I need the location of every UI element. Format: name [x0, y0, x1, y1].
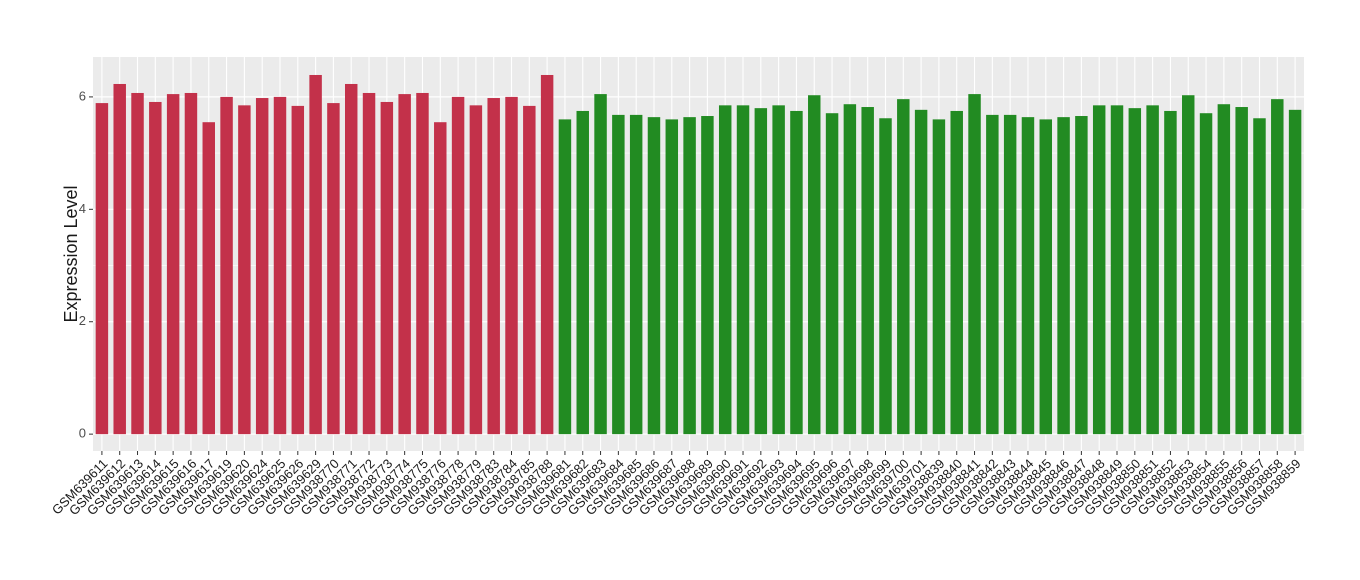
bar [1003, 114, 1017, 435]
bar [1075, 116, 1088, 435]
bar [1253, 118, 1266, 435]
bar [790, 110, 803, 435]
bar [1021, 117, 1035, 435]
bar [1182, 95, 1195, 435]
y-axis-label: Expression Level [61, 185, 81, 322]
bar [1146, 105, 1159, 435]
bar [683, 117, 696, 435]
bar [1199, 113, 1213, 435]
bar [1092, 105, 1106, 435]
bar [754, 108, 768, 435]
bar [612, 114, 625, 435]
bar [523, 105, 536, 435]
bar [897, 99, 910, 435]
bar [113, 83, 126, 435]
bar [968, 94, 981, 435]
bar [255, 98, 269, 435]
y-tick-label: 6 [79, 88, 86, 103]
bar [1128, 108, 1142, 435]
bar [309, 74, 322, 435]
bar [825, 113, 839, 435]
bar [701, 116, 714, 435]
bar [736, 105, 750, 435]
bar [629, 114, 643, 435]
bar [1039, 119, 1053, 435]
bar [647, 117, 661, 435]
bar [380, 101, 394, 435]
bar [843, 104, 857, 435]
bar [149, 101, 162, 435]
bar [238, 105, 251, 435]
bar [451, 96, 465, 435]
bar [505, 96, 518, 435]
bar [1164, 110, 1177, 435]
bar [1217, 104, 1231, 435]
bar [398, 94, 411, 435]
bar [166, 94, 180, 435]
bar [932, 119, 946, 435]
bar [434, 122, 447, 435]
bar [220, 96, 233, 435]
bar [1110, 105, 1124, 435]
bar [362, 92, 376, 435]
bar [1288, 109, 1302, 435]
bar [540, 74, 554, 435]
bar [184, 92, 198, 435]
bar [1271, 99, 1284, 435]
bar [772, 105, 785, 435]
bar [808, 95, 821, 435]
bar [487, 98, 500, 435]
y-tick-label: 0 [79, 426, 86, 441]
bar [327, 103, 340, 435]
y-tick-label: 4 [79, 201, 86, 216]
bar [291, 105, 305, 435]
bar [469, 105, 483, 435]
bar [594, 94, 607, 435]
bar [273, 96, 287, 435]
bar [558, 119, 572, 435]
bar [914, 109, 928, 435]
bar [665, 119, 679, 435]
bar [986, 114, 999, 435]
bar [950, 110, 963, 435]
bar [1057, 117, 1070, 435]
bar [1235, 107, 1248, 435]
bar [202, 122, 215, 435]
bar [95, 103, 109, 435]
bar [879, 118, 892, 435]
y-tick-label: 2 [79, 313, 86, 328]
bar [576, 110, 589, 435]
bar [718, 105, 732, 435]
bar [344, 83, 358, 435]
bar [416, 92, 429, 435]
bar [861, 107, 874, 435]
bar [131, 92, 144, 435]
